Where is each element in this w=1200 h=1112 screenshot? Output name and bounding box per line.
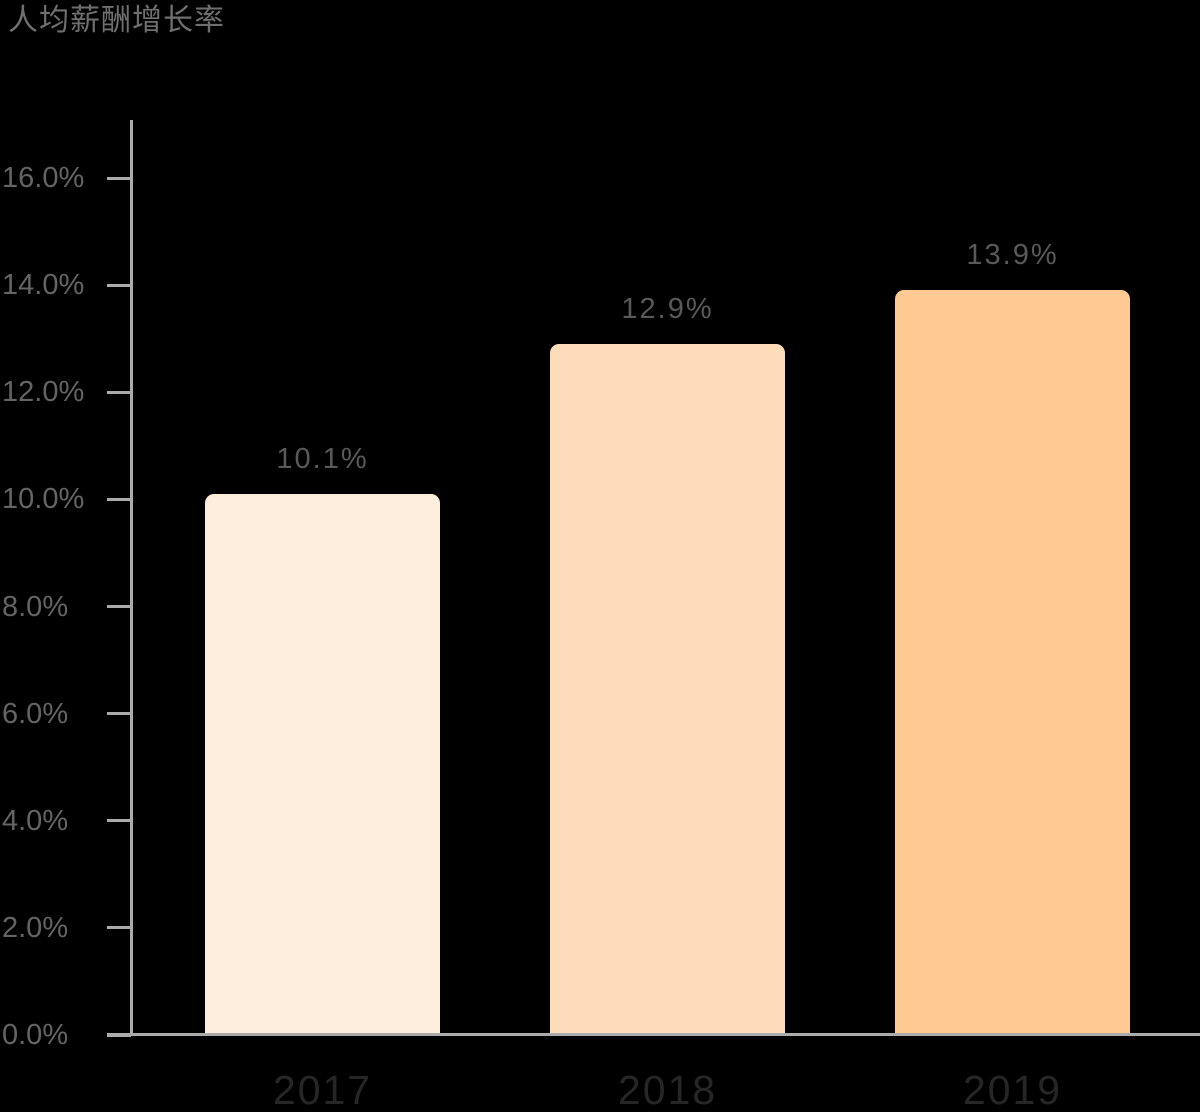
x-category-label: 2017	[272, 1067, 373, 1112]
bar-2018	[550, 344, 785, 1035]
y-tick-label: 8.0%	[2, 590, 69, 623]
bar-2017	[205, 494, 440, 1035]
y-tick-mark	[107, 605, 131, 608]
bar-value-label: 13.9%	[966, 239, 1059, 272]
x-category-label: 2019	[962, 1067, 1063, 1112]
y-axis-line	[130, 120, 133, 1036]
x-category-label: 2018	[617, 1067, 718, 1112]
y-tick-label: 10.0%	[2, 483, 85, 516]
chart-title: 人均薪酬增长率	[8, 4, 225, 37]
y-tick-label: 2.0%	[2, 911, 69, 944]
bar-value-label: 10.1%	[276, 443, 369, 476]
y-tick-mark	[107, 819, 131, 823]
y-tick-mark	[107, 926, 131, 930]
y-tick-mark	[107, 390, 131, 394]
y-tick-mark	[107, 497, 131, 501]
y-tick-label: 14.0%	[2, 269, 85, 302]
y-tick-mark	[107, 176, 131, 180]
bar-2019	[895, 290, 1130, 1035]
y-tick-label: 4.0%	[2, 804, 69, 837]
y-tick-label: 12.0%	[2, 376, 85, 409]
y-tick-mark	[107, 283, 131, 287]
bar-value-label: 12.9%	[621, 293, 714, 326]
x-axis-baseline	[107, 1033, 1200, 1036]
y-tick-label: 6.0%	[2, 697, 69, 730]
y-tick-mark	[107, 712, 131, 716]
y-tick-label: 16.0%	[2, 162, 85, 194]
y-tick-label: 0.0%	[2, 1019, 69, 1051]
